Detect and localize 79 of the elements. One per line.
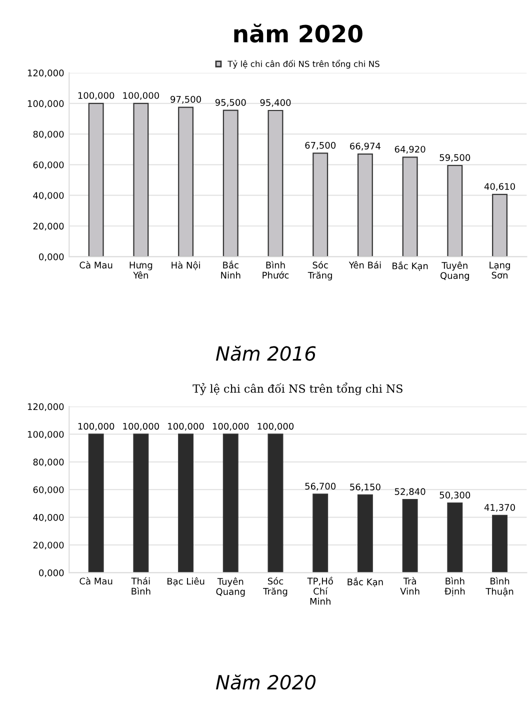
x-tick-label: Cà Mau [80, 261, 112, 268]
x-tick-label: Bình Phước [262, 261, 289, 279]
x-tick-label: Bình Thuận [486, 577, 514, 596]
y-tick-label: 0,000 [39, 253, 64, 262]
data-label: 40,610 [484, 183, 515, 191]
y-tick-label: 60,000 [33, 486, 64, 494]
x-tick-label: Bình Định [444, 577, 465, 596]
data-label: 100,000 [212, 422, 249, 431]
x-tick-label: Bắc Kạn [348, 577, 383, 587]
x-tick-label: Thái Bình [131, 577, 150, 594]
x-tick-label: Bắc Ninh [221, 260, 240, 278]
bar [178, 434, 194, 573]
bar [312, 152, 328, 257]
y-tick-label: 40,000 [33, 514, 64, 522]
y-tick-label: 100,000 [28, 430, 64, 439]
bar [222, 434, 238, 573]
x-tick-label: Lạng Sơn [490, 262, 510, 279]
data-label: 50,300 [440, 492, 470, 500]
bar [268, 110, 284, 257]
x-tick-label: Hưng Yên [130, 262, 152, 279]
bar [88, 434, 104, 573]
data-label: 67,500 [305, 142, 336, 150]
x-tick-label: Bạc Liêu [167, 577, 204, 586]
y-tick-label: 60,000 [33, 161, 64, 170]
y-tick-label: 100,000 [28, 100, 64, 108]
x-tick-label: TP,Hồ Chí Minh [307, 576, 333, 605]
bar [492, 194, 508, 257]
bar [222, 110, 238, 257]
bar [88, 102, 104, 257]
data-label: 95,400 [260, 99, 291, 107]
data-label: 100,000 [78, 92, 114, 100]
bar [312, 494, 328, 573]
chart-title: Tỷ lệ chi cân đối NS trên tổng chi NS [192, 382, 402, 396]
data-label: 95,500 [215, 98, 246, 107]
y-tick-label: 80,000 [33, 458, 64, 466]
data-label: 100,000 [258, 422, 294, 431]
data-label: 56,700 [305, 482, 336, 491]
data-label: 100,000 [78, 422, 114, 431]
y-tick-label: 80,000 [33, 130, 64, 139]
x-tick-label: Sóc Trăng [263, 577, 288, 596]
bar [268, 434, 284, 573]
data-label: 59,500 [440, 154, 470, 162]
bar [402, 498, 418, 573]
x-tick-label: Yên Bái [348, 261, 381, 268]
bar [357, 153, 373, 257]
bar [133, 434, 149, 573]
data-label: 100,000 [123, 422, 159, 431]
data-label: 66,974 [350, 142, 380, 150]
x-tick-label: Bắc Kạn [392, 261, 428, 271]
data-label: 56,150 [350, 484, 380, 492]
chart-title: năm 2020 [234, 24, 362, 43]
x-tick-label: Tuyên Quang [440, 262, 469, 281]
x-tick-label: Sóc Trăng [308, 261, 332, 280]
y-tick-label: 40,000 [33, 192, 64, 200]
bar [402, 156, 418, 257]
bar [178, 106, 194, 257]
bar [447, 164, 463, 257]
data-label: 100,000 [168, 422, 204, 431]
x-tick-label: Tuyên Quang [216, 578, 245, 597]
y-tick-label: 20,000 [33, 222, 64, 230]
x-tick-label: Cà Mau [80, 577, 112, 585]
bar [447, 502, 463, 573]
data-label: 100,000 [123, 92, 159, 100]
y-tick-label: 0,000 [39, 569, 64, 578]
legend-label: Tỷ lệ chi cân đối NS trên tổng chi NS [228, 60, 380, 69]
data-label: 52,840 [394, 488, 426, 496]
bar [133, 102, 149, 257]
data-label: 97,500 [170, 96, 201, 104]
y-tick-label: 120,000 [28, 70, 64, 78]
y-tick-label: 20,000 [33, 542, 64, 550]
data-label: 64,920 [394, 146, 426, 154]
x-tick-label: Trà Vinh [400, 577, 420, 594]
y-tick-label: 120,000 [28, 403, 64, 412]
bar [357, 494, 373, 573]
bar [492, 514, 508, 573]
data-label: 41,370 [484, 504, 515, 512]
x-tick-label: Hà Nội [172, 261, 200, 270]
text: Năm 2020 [216, 674, 316, 690]
text: Năm 2016 [216, 346, 316, 361]
